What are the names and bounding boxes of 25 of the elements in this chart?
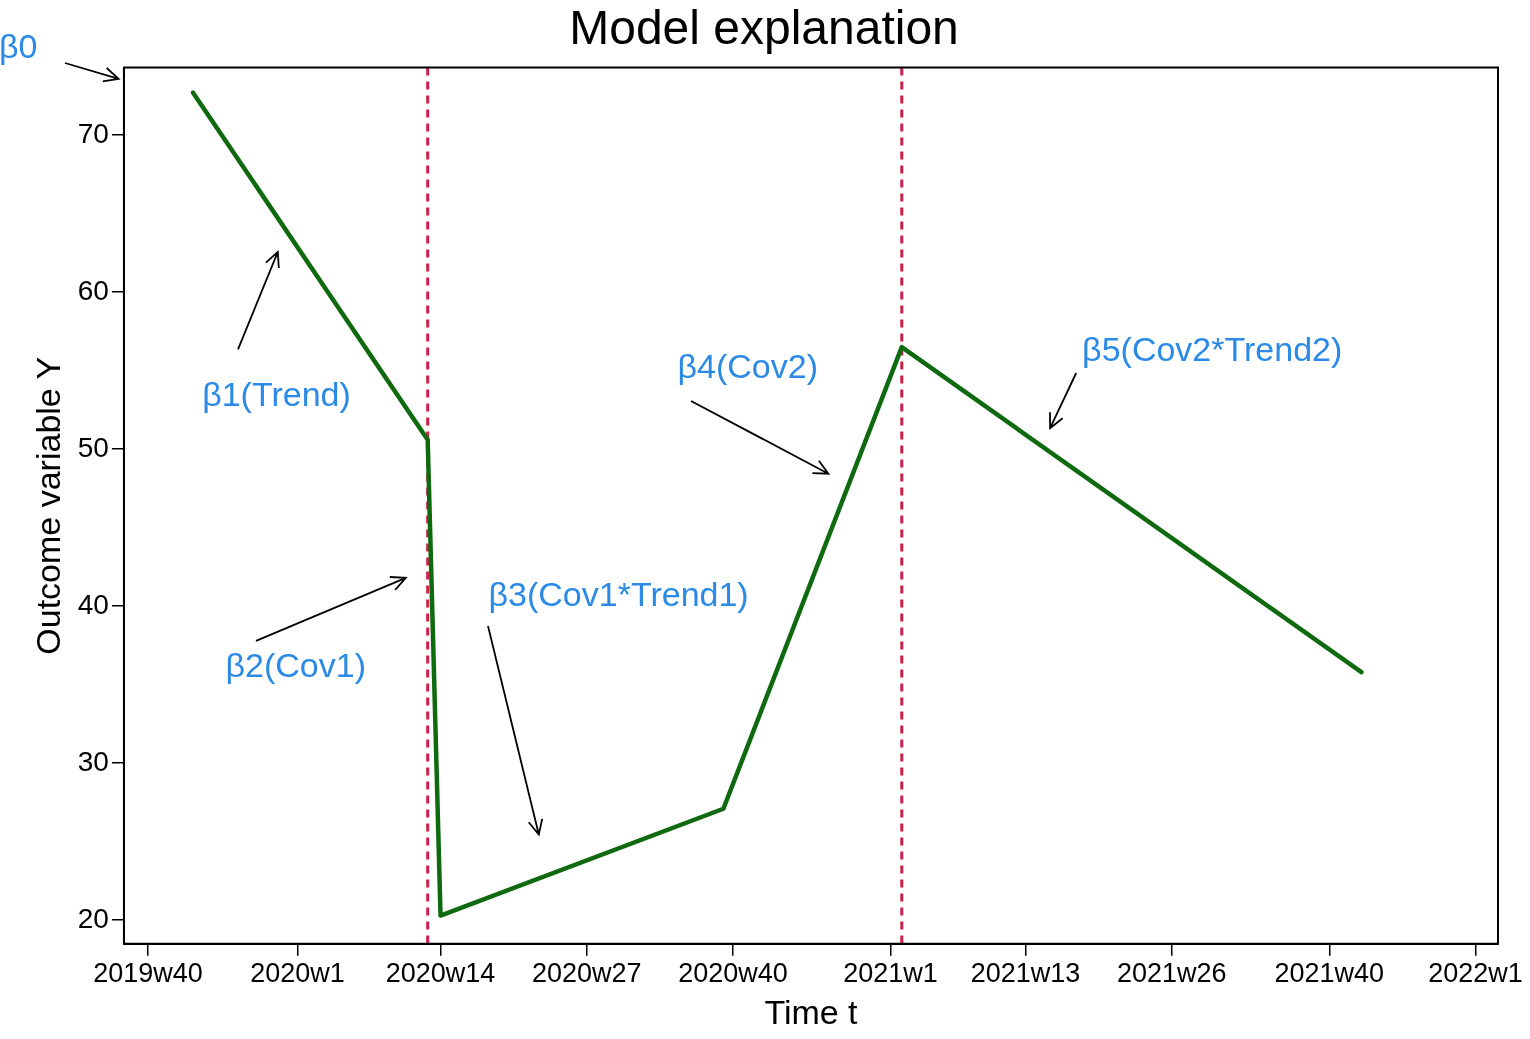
x-tick-label: 2020w27 — [531, 958, 642, 989]
x-tick-label: 2022w1 — [1428, 958, 1523, 989]
annotation: β5(Cov2*Trend2) — [1082, 329, 1343, 368]
x-tick-label: 2021w1 — [843, 958, 938, 989]
x-tick-label: 2021w26 — [1116, 958, 1227, 989]
y-tick-label: 30 — [77, 745, 109, 777]
x-tick-label: 2019w40 — [93, 958, 203, 989]
chart-title: Model explanation — [569, 1, 959, 55]
annotation: β4(Cov2) — [677, 347, 819, 386]
x-tick-label: 2020w1 — [250, 958, 345, 989]
annotation: β1(Trend) — [202, 374, 351, 413]
x-tick-label: 2021w40 — [1274, 958, 1385, 989]
annotation: β2(Cov1) — [225, 646, 366, 685]
y-tick-label: 60 — [77, 274, 109, 306]
annotation: β3(Cov1*Trend1) — [488, 575, 749, 614]
y-tick-label: 70 — [77, 117, 109, 149]
y-tick-label: 50 — [77, 431, 109, 463]
x-axis-title: Time t — [764, 992, 859, 1031]
x-tick-label: 2021w13 — [970, 958, 1081, 989]
y-axis-title: Outcome variable Y — [28, 356, 67, 655]
y-tick-label: 40 — [77, 588, 109, 620]
x-tick-label: 2020w14 — [385, 958, 496, 989]
x-tick-label: 2020w40 — [678, 958, 788, 989]
y-tick-label: 20 — [77, 902, 109, 934]
text: β0 — [0, 26, 38, 65]
